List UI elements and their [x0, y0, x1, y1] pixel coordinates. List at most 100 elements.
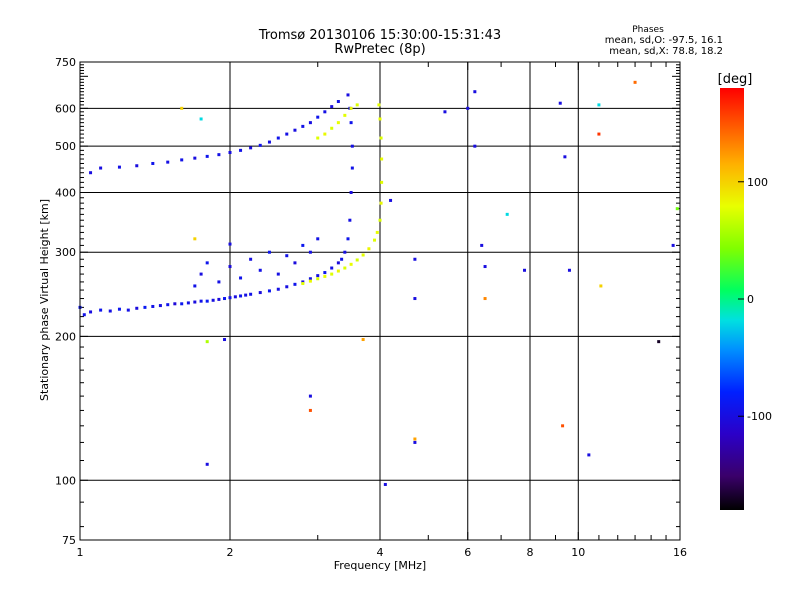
data-point — [267, 289, 271, 293]
data-point — [367, 247, 371, 251]
x-tick-label: 4 — [377, 546, 384, 559]
data-point — [466, 106, 470, 110]
data-point — [567, 268, 571, 272]
data-point — [239, 276, 243, 280]
data-point — [316, 274, 320, 278]
data-point — [151, 304, 155, 308]
data-point — [199, 299, 203, 303]
data-point — [379, 136, 383, 140]
data-point — [249, 146, 253, 150]
data-point — [308, 250, 312, 254]
data-point — [249, 292, 253, 296]
data-point — [336, 269, 340, 273]
chart-subtitle: RwPretec (8p) — [334, 42, 425, 57]
data-points — [78, 80, 679, 486]
data-point — [258, 291, 262, 295]
data-point — [249, 257, 253, 261]
data-point — [349, 121, 353, 125]
data-point — [483, 297, 487, 301]
data-point — [301, 243, 305, 247]
data-point — [563, 155, 567, 159]
data-point — [330, 105, 334, 109]
data-point — [293, 128, 297, 132]
data-point — [633, 80, 637, 84]
x-tick-label: 6 — [464, 546, 471, 559]
data-point — [379, 201, 383, 205]
data-point — [316, 237, 320, 241]
data-point — [587, 453, 591, 457]
data-point — [228, 296, 232, 300]
data-point — [117, 307, 121, 311]
data-point — [89, 171, 93, 175]
data-point — [350, 144, 354, 148]
data-point — [308, 121, 312, 125]
data-point — [285, 285, 289, 289]
data-point — [413, 437, 417, 441]
data-point — [373, 238, 377, 242]
data-point — [143, 305, 147, 309]
data-point — [375, 230, 379, 234]
data-point — [383, 482, 387, 486]
data-point — [205, 340, 209, 344]
data-point — [186, 301, 190, 305]
data-point — [671, 243, 675, 247]
colorbar-tick-label: 100 — [747, 176, 768, 189]
data-point — [380, 157, 384, 161]
data-point — [166, 303, 170, 307]
data-point — [239, 148, 243, 152]
data-point — [135, 164, 139, 168]
data-point — [223, 338, 227, 342]
data-point — [158, 304, 162, 308]
data-point — [599, 284, 603, 288]
data-point — [378, 117, 382, 121]
y-tick-label: 100 — [55, 474, 76, 487]
y-tick-label: 300 — [55, 246, 76, 259]
x-axis-label: Frequency [MHz] — [334, 559, 426, 572]
data-point — [193, 237, 197, 241]
data-point — [330, 266, 334, 270]
data-point — [89, 310, 93, 314]
x-tick-label: 1 — [77, 546, 84, 559]
data-point — [193, 156, 197, 160]
y-tick-label: 75 — [62, 534, 76, 547]
data-point — [349, 262, 353, 266]
data-point — [473, 144, 477, 148]
y-tick-label: 750 — [55, 56, 76, 69]
data-point — [505, 212, 509, 216]
data-point — [199, 272, 203, 276]
data-point — [301, 124, 305, 128]
data-point — [378, 218, 382, 222]
data-point — [597, 132, 601, 136]
x-tick-label: 2 — [227, 546, 234, 559]
data-point — [343, 113, 347, 117]
data-point — [267, 250, 271, 254]
data-point — [336, 261, 340, 265]
data-point — [675, 207, 679, 211]
y-axis-ticks: 75 100 200 300 400 500 600 750 — [55, 56, 680, 547]
data-point — [443, 110, 447, 114]
data-point — [308, 279, 312, 283]
data-point — [330, 272, 334, 276]
data-point — [413, 257, 417, 261]
data-point — [316, 136, 320, 140]
data-point — [323, 271, 327, 275]
data-point — [239, 294, 243, 298]
data-point — [205, 261, 209, 265]
data-point — [126, 308, 130, 312]
data-point — [473, 90, 477, 94]
data-point — [223, 297, 227, 301]
data-point — [361, 253, 365, 257]
stats-x-line: mean, sd,X: 78.8, 18.2 — [609, 46, 723, 57]
data-point — [217, 153, 221, 157]
data-point — [244, 293, 248, 297]
data-point — [377, 103, 381, 107]
data-point — [228, 242, 232, 246]
data-point — [205, 299, 209, 303]
data-point — [193, 284, 197, 288]
data-point — [349, 106, 353, 110]
data-point — [413, 440, 417, 444]
data-point — [483, 265, 487, 269]
data-point — [480, 243, 484, 247]
data-point — [217, 280, 221, 284]
